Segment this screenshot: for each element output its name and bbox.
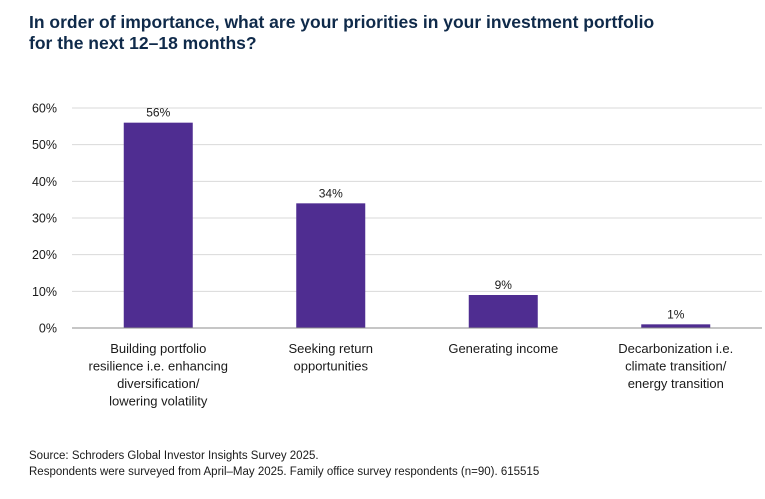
bar bbox=[296, 203, 366, 328]
y-tick-label: 20% bbox=[32, 248, 57, 262]
category-label-line: Seeking return bbox=[288, 341, 373, 356]
category-label-line: Building portfolio bbox=[110, 341, 206, 356]
bar-chart: 0% 10% 20% 30% 40% 50% 60% 56% 34% 9% 1% Building p… bbox=[32, 102, 762, 409]
source-text: Source: Schroders Global Investor Insigh… bbox=[29, 450, 319, 462]
y-tick-label: 50% bbox=[32, 138, 57, 152]
y-tick-label: 60% bbox=[32, 102, 57, 116]
data-label: 56% bbox=[146, 106, 170, 120]
category-label-line: energy transition bbox=[628, 376, 724, 391]
y-tick-label: 0% bbox=[39, 322, 57, 336]
source-note: Source: Schroders Global Investor Insigh… bbox=[29, 448, 539, 480]
category-label: Building portfolio resilience i.e. enhanc… bbox=[89, 341, 228, 409]
chart-title: In order of importance, what are your pr… bbox=[29, 12, 655, 54]
y-tick-label: 30% bbox=[32, 212, 57, 226]
bar bbox=[641, 324, 711, 328]
bar bbox=[123, 122, 193, 329]
data-label: 34% bbox=[319, 186, 343, 200]
data-label: 9% bbox=[495, 278, 513, 292]
category-label-line: resilience i.e. enhancing bbox=[89, 359, 228, 374]
category-label: Decarbonization i.e. climate transition/e… bbox=[618, 341, 733, 391]
data-label: 1% bbox=[667, 307, 685, 321]
category-label-line: climate transition/ bbox=[625, 359, 727, 374]
category-label-line: Decarbonization i.e. bbox=[618, 341, 733, 356]
chart-title-line-1: In order of importance, what are your pr… bbox=[29, 12, 655, 32]
category-label-line: diversification/ bbox=[117, 376, 200, 391]
category-label: Generating income bbox=[448, 341, 558, 356]
category-label-line: lowering volatility bbox=[109, 394, 208, 409]
respondents-note: Respondents were surveyed from April–May… bbox=[29, 466, 540, 478]
category-label: Seeking return opportunities bbox=[288, 341, 373, 374]
y-tick-label: 10% bbox=[32, 285, 57, 299]
bar bbox=[468, 295, 538, 328]
category-label-line: opportunities bbox=[294, 359, 369, 374]
y-tick-label: 40% bbox=[32, 175, 57, 189]
chart-title-line-2: for the next 12–18 months? bbox=[29, 33, 257, 53]
category-label-line: Generating income bbox=[448, 341, 558, 356]
